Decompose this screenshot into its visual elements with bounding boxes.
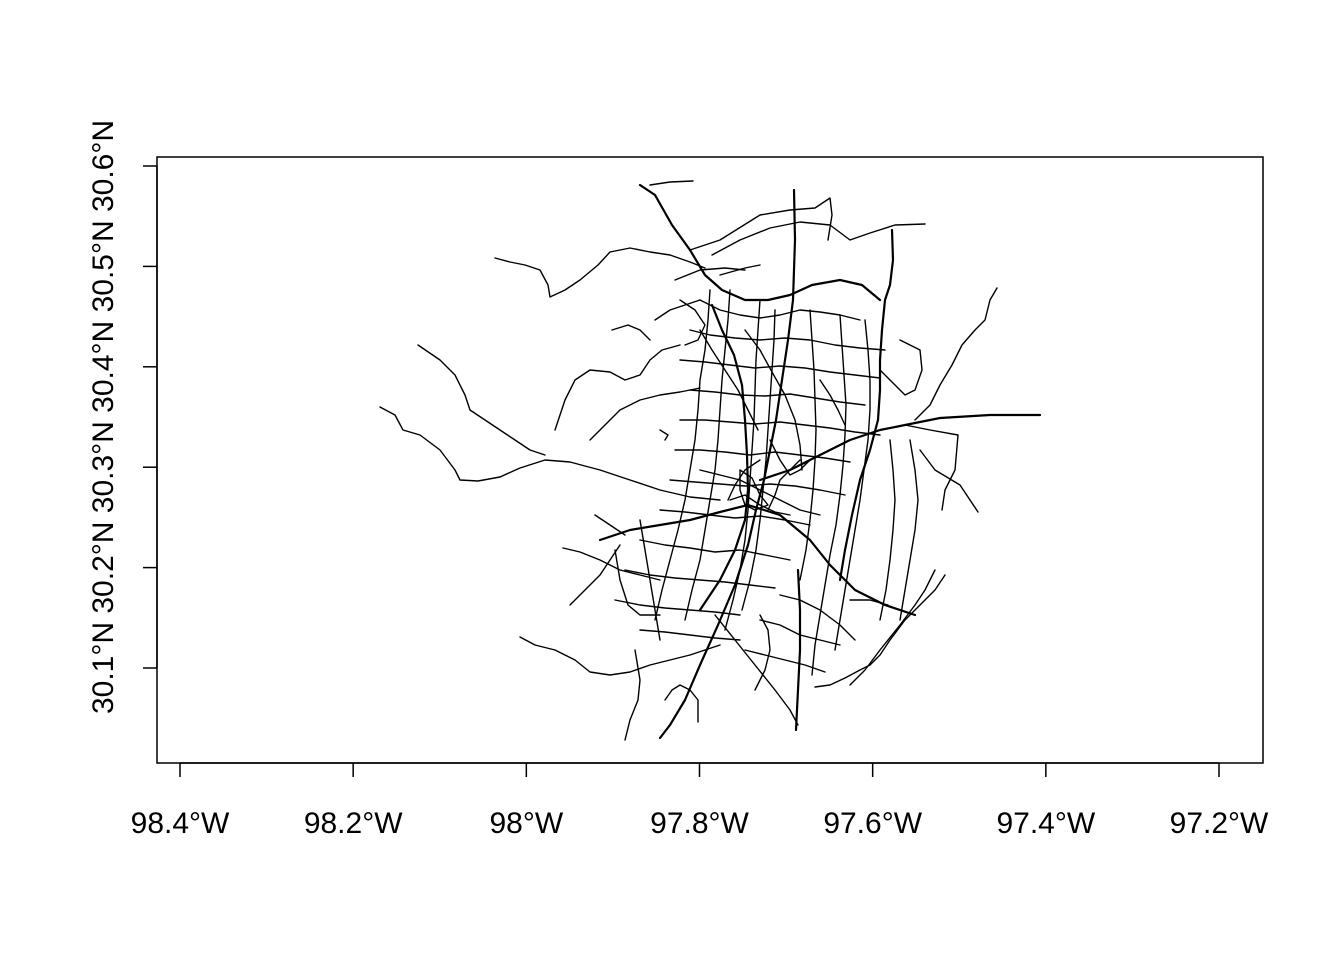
y-tick-label: 30.6°N <box>87 120 120 212</box>
road-east-2 <box>919 449 979 513</box>
highway-71 <box>598 503 917 617</box>
urban-core-grid <box>594 264 919 676</box>
road-north-3 <box>689 197 833 251</box>
road-east-1 <box>904 424 959 511</box>
y-tick-label: 30.5°N <box>87 220 120 312</box>
road-north-1 <box>649 180 694 186</box>
x-tick-label: 97.8°W <box>650 807 749 840</box>
x-tick-label: 97.4°W <box>996 807 1095 840</box>
road-southeast-2 <box>849 569 936 686</box>
plot-frame <box>156 156 1264 764</box>
highway-183 <box>638 183 882 302</box>
highway-290-east <box>758 413 1042 482</box>
highway-130 <box>838 228 895 582</box>
highway-toll45 <box>794 568 802 732</box>
x-tick-label: 98.4°W <box>131 807 230 840</box>
road-west-4 <box>589 387 701 441</box>
x-tick-label: 98.2°W <box>304 807 403 840</box>
y-tick-label: 30.1°N <box>87 622 120 714</box>
y-axis: 30.1°N 30.2°N 30.3°N 30.4°N 30.5°N 30.6°N <box>87 120 158 714</box>
x-axis: 98.4°W 98.2°W 98°W 97.8°W 97.6°W 97.4°W 97.2°W <box>131 762 1269 840</box>
road-network <box>379 180 1042 741</box>
road-south-2 <box>624 649 641 741</box>
road-northwest-river <box>494 247 706 298</box>
y-tick-label: 30.2°N <box>87 522 120 614</box>
road-northeast-2 <box>879 339 923 396</box>
road-west-3 <box>554 344 681 431</box>
road-south-4 <box>754 614 771 691</box>
y-tick-label: 30.3°N <box>87 421 120 513</box>
road-south-5 <box>714 614 799 726</box>
road-south-1 <box>519 636 721 676</box>
x-tick-label: 97.6°W <box>823 807 922 840</box>
x-tick-label: 97.2°W <box>1170 807 1269 840</box>
road-west-1 <box>379 406 721 501</box>
road-west-2 <box>417 344 546 456</box>
x-tick-label: 98°W <box>489 807 563 840</box>
road-south-3 <box>664 684 699 723</box>
road-northeast-1 <box>914 287 998 421</box>
road-southwest-2 <box>562 547 661 581</box>
road-southeast-1 <box>814 574 946 688</box>
road-southwest-1 <box>569 544 621 606</box>
y-tick-label: 30.4°N <box>87 321 120 413</box>
